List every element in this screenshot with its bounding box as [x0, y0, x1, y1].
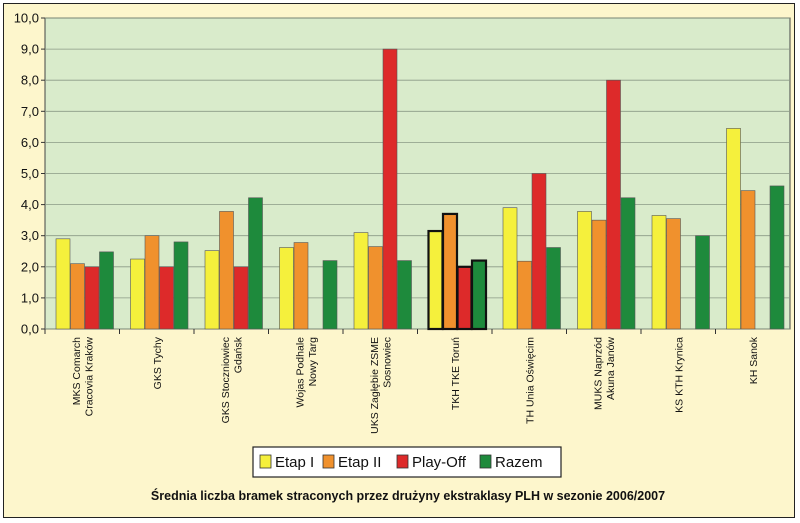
- bar-play-off: [233, 266, 249, 330]
- category-label-line: Nowy Targ: [307, 337, 319, 387]
- legend-item: Etap II: [322, 454, 381, 471]
- legend-item: Razem: [479, 454, 543, 471]
- legend-label: Razem: [495, 454, 543, 471]
- bar-etap-ii: [219, 211, 234, 330]
- legend-swatch: [479, 454, 492, 469]
- y-tick-label: 3,0: [21, 228, 39, 243]
- category-label: Wojas Podhale Nowy Targ: [295, 337, 320, 408]
- bar-razem: [470, 259, 488, 331]
- category-label-line: TH Unia Oświęcim: [524, 337, 536, 424]
- x-axis-labels: MKS Comarch Cracovia Kraków GKS Tychy GKS S…: [71, 336, 760, 434]
- bar-play-off: [456, 265, 473, 331]
- bar-etap-i: [204, 250, 220, 330]
- category-label-line: Cracovia Kraków: [84, 337, 96, 417]
- category-label: GKS Stoczniowiec Gdańsk: [220, 336, 245, 423]
- bar-etap-ii: [293, 242, 309, 330]
- bar-etap-ii: [517, 260, 532, 330]
- bar-etap-i: [353, 232, 369, 330]
- category-label-line: Akuna Janów: [605, 337, 617, 400]
- bars: [44, 48, 785, 334]
- legend: Etap I Etap II Play-Off Razem: [252, 446, 562, 478]
- legend-label: Play-Off: [412, 454, 467, 471]
- y-tick-label: 1,0: [21, 290, 39, 305]
- bar-play-off: [382, 48, 398, 330]
- category-label: TH Unia Oświęcim: [524, 337, 536, 424]
- bar-etap-ii: [144, 235, 160, 330]
- y-tick-label: 9,0: [21, 42, 39, 57]
- chart-title: Średnia liczba bramek straconych przez d…: [151, 488, 665, 503]
- bar-etap-i: [130, 258, 145, 330]
- bar-razem: [322, 260, 338, 330]
- bar-razem: [620, 197, 636, 330]
- category-label: TKH TKE Toruń: [450, 337, 462, 410]
- category-label: UKS Zagłębie ZSME Sosnowiec: [369, 337, 394, 434]
- bar-play-off: [531, 173, 547, 330]
- legend-swatch: [396, 454, 409, 469]
- y-tick-label: 7,0: [21, 104, 39, 119]
- category-label-line: TKH TKE Toruń: [450, 337, 462, 410]
- category-label: KH Sanok: [748, 336, 760, 384]
- category-label: KS KTH Krynica: [673, 337, 685, 413]
- legend-swatch: [322, 454, 335, 469]
- bar-etap-i: [427, 229, 444, 331]
- category-label-line: KH Sanok: [748, 336, 760, 384]
- category-label-line: UKS Zagłębie ZSME: [369, 337, 381, 434]
- category-label-line: GKS Tychy: [152, 336, 164, 389]
- bar-etap-i: [651, 215, 667, 330]
- bar-etap-i: [726, 128, 741, 330]
- legend-swatch: [259, 454, 272, 469]
- bar-razem: [99, 251, 114, 330]
- bar-etap-ii: [740, 190, 756, 330]
- y-axis-ticks: 0,0 1,0 2,0 3,0 4,0 5,0 6,0 7,0 8,0 9,0 10,0: [14, 11, 39, 337]
- category-label-line: MUKS Naprzód: [593, 337, 605, 410]
- bar-etap-ii: [70, 263, 85, 330]
- category-label-line: KS KTH Krynica: [673, 337, 685, 413]
- bar-etap-i: [279, 247, 294, 330]
- category-label: GKS Tychy: [152, 336, 164, 389]
- category-label: MUKS Naprzód Akuna Janów: [593, 337, 618, 410]
- y-tick-label: 5,0: [21, 166, 39, 181]
- legend-item: Etap I: [259, 454, 314, 471]
- category-label-line: GKS Stoczniowiec: [220, 337, 232, 423]
- y-tick-label: 8,0: [21, 73, 39, 88]
- category-label-line: Sosnowiec: [382, 337, 394, 388]
- bar-razem: [695, 235, 710, 330]
- category-label-line: MKS Comarch: [71, 337, 83, 405]
- bar-etap-i: [502, 207, 518, 330]
- bar-razem: [546, 247, 561, 330]
- bar-razem: [248, 197, 263, 330]
- bar-etap-i: [577, 211, 592, 330]
- bar-etap-ii: [666, 218, 681, 330]
- bar-razem: [769, 185, 785, 330]
- legend-label: Etap I: [275, 454, 314, 471]
- bar-etap-ii: [368, 246, 383, 330]
- y-tick-label: 4,0: [21, 197, 39, 212]
- bar-play-off: [606, 79, 621, 330]
- legend-item: Play-Off: [396, 454, 467, 471]
- bar-etap-ii: [591, 219, 607, 330]
- bar-play-off: [84, 266, 100, 330]
- bar-etap-ii: [441, 212, 459, 331]
- y-tick-label: 6,0: [21, 135, 39, 150]
- y-tick-label: 10,0: [14, 11, 39, 26]
- category-label-line: Wojas Podhale: [295, 337, 307, 408]
- legend-label: Etap II: [338, 454, 381, 471]
- bar-play-off: [159, 266, 174, 330]
- bar-razem: [397, 260, 412, 330]
- category-label-line: Gdańsk: [233, 336, 245, 373]
- y-tick-label: 0,0: [21, 322, 39, 337]
- bar-razem: [173, 241, 189, 330]
- y-tick-label: 2,0: [21, 259, 39, 274]
- category-label: MKS Comarch Cracovia Kraków: [71, 337, 96, 417]
- bar-etap-i: [55, 238, 71, 330]
